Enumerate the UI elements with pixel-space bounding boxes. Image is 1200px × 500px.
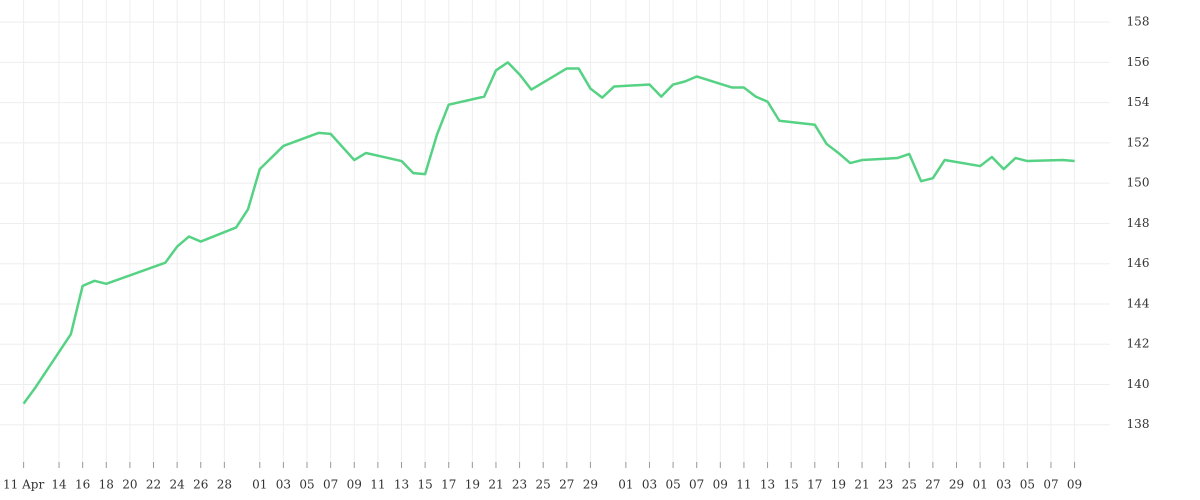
x-tick-label: 05 bbox=[665, 478, 680, 492]
x-tick-label: 25 bbox=[902, 478, 917, 492]
x-tick-label: 09 bbox=[1067, 478, 1082, 492]
x-tick-label: 21 bbox=[488, 478, 503, 492]
x-tick-label: 09 bbox=[347, 478, 362, 492]
x-tick-label: 11 bbox=[370, 478, 385, 492]
x-tick-label: 24 bbox=[169, 478, 185, 492]
y-tick-label: 144 bbox=[1127, 296, 1150, 310]
x-tick-label: 11 bbox=[736, 478, 751, 492]
x-tick-label: 15 bbox=[784, 478, 799, 492]
x-tick-label: 05 bbox=[1020, 478, 1035, 492]
x-tick-label: 14 bbox=[51, 478, 67, 492]
x-tick-label: 13 bbox=[394, 478, 409, 492]
y-tick-label: 156 bbox=[1127, 55, 1150, 69]
x-tick-label: 17 bbox=[807, 478, 822, 492]
y-tick-label: 146 bbox=[1127, 256, 1150, 270]
x-tick-label: 18 bbox=[99, 478, 114, 492]
x-tick-label: 22 bbox=[146, 478, 161, 492]
y-tick-label: 150 bbox=[1127, 176, 1150, 190]
x-tick-label: 03 bbox=[276, 478, 291, 492]
y-tick-label: 140 bbox=[1127, 377, 1150, 391]
x-tick-label: 26 bbox=[193, 478, 208, 492]
y-tick-label: 154 bbox=[1127, 95, 1150, 109]
x-tick-label: 28 bbox=[217, 478, 232, 492]
price-line bbox=[22, 61, 1075, 405]
x-tick-label: 07 bbox=[689, 478, 704, 492]
x-tick-label: 27 bbox=[925, 478, 940, 492]
x-tick-label: 25 bbox=[536, 478, 551, 492]
x-tick-label: 07 bbox=[1043, 478, 1058, 492]
y-tick-label: 158 bbox=[1127, 15, 1150, 29]
x-tick-label: 03 bbox=[996, 478, 1011, 492]
y-tick-label: 152 bbox=[1127, 135, 1150, 149]
x-tick-label: 11 Apr bbox=[3, 478, 44, 492]
x-tick-label: 20 bbox=[122, 478, 137, 492]
x-tick-label: 01 bbox=[252, 478, 267, 492]
x-tick-label: 23 bbox=[512, 478, 527, 492]
x-tick-label: 01 bbox=[618, 478, 633, 492]
x-tick-label: 29 bbox=[949, 478, 964, 492]
y-tick-label: 138 bbox=[1127, 417, 1150, 431]
x-tick-label: 03 bbox=[642, 478, 657, 492]
x-tick-label: 01 bbox=[972, 478, 987, 492]
x-tick-label: 19 bbox=[465, 478, 480, 492]
y-tick-label: 148 bbox=[1127, 216, 1150, 230]
x-tick-label: 09 bbox=[713, 478, 728, 492]
x-tick-label: 16 bbox=[75, 478, 90, 492]
x-tick-label: 29 bbox=[583, 478, 598, 492]
y-tick-label: 142 bbox=[1127, 337, 1150, 351]
x-tick-label: 19 bbox=[831, 478, 846, 492]
x-tick-label: 15 bbox=[417, 478, 432, 492]
x-tick-label: 17 bbox=[441, 478, 456, 492]
x-tick-label: 05 bbox=[299, 478, 314, 492]
x-tick-label: 21 bbox=[854, 478, 869, 492]
x-tick-label: 13 bbox=[760, 478, 775, 492]
x-tick-label: 23 bbox=[878, 478, 893, 492]
x-tick-label: 07 bbox=[323, 478, 338, 492]
x-tick-label: 27 bbox=[559, 478, 574, 492]
